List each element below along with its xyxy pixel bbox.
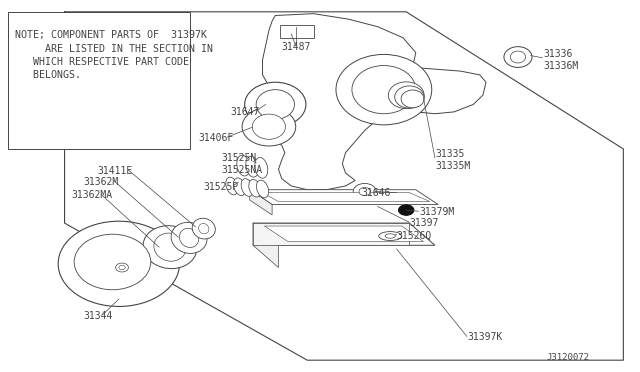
Text: 31336
31336M: 31336 31336M (543, 49, 579, 71)
Ellipse shape (192, 218, 215, 239)
Ellipse shape (241, 179, 253, 196)
FancyBboxPatch shape (8, 12, 190, 149)
Ellipse shape (395, 86, 424, 108)
Text: 31487: 31487 (281, 42, 310, 52)
Ellipse shape (198, 224, 209, 234)
Ellipse shape (242, 108, 296, 146)
Ellipse shape (379, 232, 402, 240)
Ellipse shape (336, 54, 432, 125)
Text: 31526Q: 31526Q (397, 231, 432, 241)
Text: 31344: 31344 (84, 311, 113, 321)
Polygon shape (264, 226, 424, 241)
Text: 31362M: 31362M (84, 177, 119, 187)
Text: 31647: 31647 (230, 107, 260, 117)
Ellipse shape (255, 157, 268, 178)
Text: 31397: 31397 (410, 218, 439, 228)
Polygon shape (250, 190, 438, 205)
Ellipse shape (399, 205, 414, 215)
Ellipse shape (143, 226, 197, 269)
Polygon shape (253, 223, 278, 267)
Text: 31525P: 31525P (204, 182, 239, 192)
Ellipse shape (385, 234, 396, 238)
Text: 31406F: 31406F (198, 133, 234, 143)
Text: NOTE; COMPONENT PARTS OF  31397K
     ARE LISTED IN THE SECTION IN
   WHICH RESP: NOTE; COMPONENT PARTS OF 31397K ARE LIST… (15, 31, 212, 80)
Ellipse shape (257, 180, 269, 198)
Text: 31411E: 31411E (98, 166, 133, 176)
Ellipse shape (256, 90, 294, 119)
Text: 31335
31335M: 31335 31335M (435, 149, 470, 171)
Polygon shape (250, 190, 272, 215)
Text: J3120072: J3120072 (547, 353, 589, 362)
Text: 31397K: 31397K (467, 332, 502, 342)
Ellipse shape (179, 228, 199, 247)
Ellipse shape (226, 177, 238, 195)
Text: 31362MA: 31362MA (71, 190, 112, 200)
Polygon shape (253, 223, 410, 245)
Ellipse shape (388, 82, 424, 109)
Polygon shape (262, 193, 430, 202)
Ellipse shape (510, 51, 525, 63)
Ellipse shape (252, 114, 285, 139)
Text: 31379M: 31379M (419, 207, 454, 217)
Polygon shape (246, 14, 486, 190)
Ellipse shape (359, 187, 371, 196)
Ellipse shape (249, 179, 261, 197)
Ellipse shape (74, 234, 151, 290)
Ellipse shape (171, 222, 207, 253)
Ellipse shape (234, 178, 246, 196)
Ellipse shape (244, 82, 306, 127)
Ellipse shape (246, 156, 259, 177)
Ellipse shape (401, 90, 424, 108)
Text: 31525N
31525NA: 31525N 31525NA (221, 153, 262, 174)
Ellipse shape (58, 221, 179, 307)
Polygon shape (280, 25, 314, 38)
Ellipse shape (237, 155, 250, 176)
Ellipse shape (154, 233, 186, 261)
Ellipse shape (119, 265, 125, 270)
Ellipse shape (353, 183, 376, 200)
Ellipse shape (116, 263, 129, 272)
Polygon shape (253, 223, 435, 245)
Ellipse shape (352, 65, 416, 114)
Text: 31646: 31646 (362, 188, 391, 198)
Ellipse shape (504, 46, 532, 67)
